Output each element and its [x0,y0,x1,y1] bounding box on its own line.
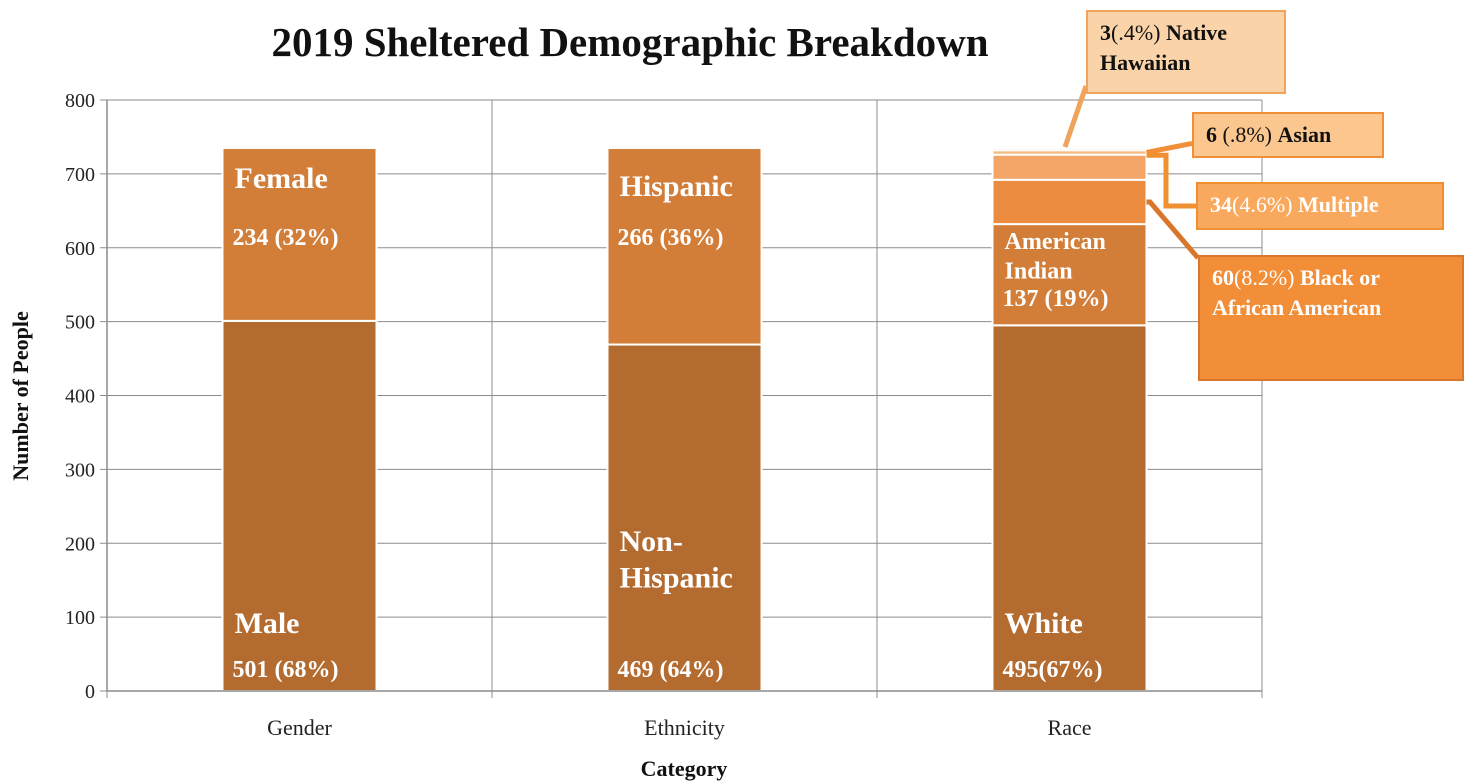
leader-native-hawaiian [1062,85,1089,148]
callout-multiple-count: 34 [1210,192,1232,217]
chart-title: 2019 Sheltered Demographic Breakdown [271,19,988,65]
y-tick-label: 500 [65,312,95,334]
leader-black [1146,199,1200,260]
callout-black-count: 60 [1212,265,1234,290]
callout-multiple-percent: (4.6%) [1232,192,1293,217]
bar-segment-native-hawaiian [991,147,1148,152]
callout-multiple-label: Multiple [1292,192,1379,217]
segment-label: White [1005,607,1083,640]
callout-asian: 6 (.8%) Asian [1192,112,1384,158]
bar-segment-male [221,319,378,692]
bar-segment-non-hispanic [606,343,763,692]
y-tick-label: 800 [65,90,95,112]
bar-segment-multiple [991,153,1148,181]
segment-label: Hispanic [620,170,733,203]
segment-label: Male [235,607,300,640]
segment-label: Indian [1005,258,1073,284]
y-tick-label: 700 [65,164,95,186]
y-tick-label: 100 [65,607,95,629]
leader-multiple [1146,152,1196,209]
callout-black-percent: (8.2%) [1234,265,1295,290]
callout-native-hawaiian-count: 3 [1100,20,1111,45]
x-tick-label: Ethnicity [644,715,725,740]
segment-label: American [1005,229,1106,255]
y-tick-label: 0 [85,681,95,703]
x-tick-label: Gender [267,715,332,740]
segment-value-label: 266 (36%) [618,225,724,251]
bar-segment-female [221,147,378,322]
callout-leader-lines [1062,85,1200,260]
segment-label: Non- [620,525,683,558]
bar-labels: Male 501 (68%) Female 234 (32%) Non- Hispanic… [233,162,1109,683]
y-tick-label: 600 [65,238,95,260]
callout-native-hawaiian-label: Native Hawaiian [1100,20,1228,75]
y-axis-label: Number of People [8,311,33,481]
segment-value-label: 137 (19%) [1003,286,1109,312]
segment-value-label: 469 (64%) [618,657,724,683]
callout-asian-percent: (.8%) [1217,122,1278,147]
bar-segment-hispanic [606,147,763,346]
callout-native-hawaiian-percent: (.4%) [1111,20,1161,45]
x-axis-label: Category [641,756,728,781]
bar-segment-black-or-african-american [991,178,1148,226]
callout-asian-count: 6 [1206,122,1217,147]
callout-asian-label: Asian [1277,122,1332,147]
callout-black-african-american: 60(8.2%) Black or African American [1198,255,1464,381]
callout-native-hawaiian: 3(.4%) Native Hawaiian [1086,10,1286,94]
callout-multiple: 34(4.6%) Multiple [1196,182,1444,230]
segment-label: Hispanic [620,562,733,595]
y-tick-label: 200 [65,533,95,555]
bars [221,147,1148,692]
y-tick-label: 400 [65,386,95,408]
axes: 0 100 200 300 400 500 600 700 800 Gender Ethnicity… [65,90,1263,740]
x-tick-label: Race [1048,715,1092,740]
segment-label: Female [235,162,328,195]
segment-value-label: 495(67%) [1003,657,1103,683]
bar-segment-white [991,324,1148,692]
leader-asian [1146,140,1193,155]
callout-black-label: Black or African American [1212,265,1384,320]
bar-segment-american-indian [991,223,1148,327]
y-tick-label: 300 [65,459,95,481]
segment-value-label: 234 (32%) [233,225,339,251]
segment-value-label: 501 (68%) [233,657,339,683]
